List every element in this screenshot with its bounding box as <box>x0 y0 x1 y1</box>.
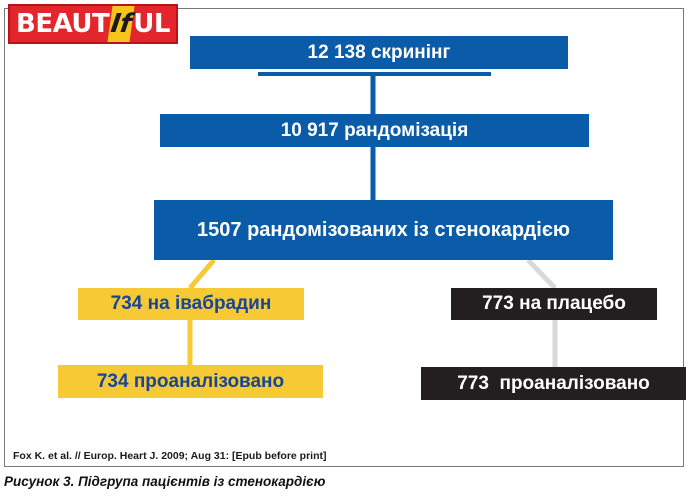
ivabradine-analyzed-box: 734 проаналізовано <box>58 365 323 398</box>
logo-text-end: UL <box>133 9 170 39</box>
placebo-box: 773 на плацебо <box>451 288 657 320</box>
logo-text-start: BEAUT <box>16 9 110 39</box>
source-citation: Fox K. et al. // Europ. Heart J. 2009; A… <box>13 450 327 462</box>
beautiful-logo: BEAUTIfUL <box>8 4 178 44</box>
connector-stenocardia-to-ivabradine <box>188 258 216 290</box>
figure-caption: Рисунок 3. Підгрупа пацієнтів із стенока… <box>4 474 326 489</box>
screening-box: 12 138 скринінг <box>190 36 568 69</box>
stenocardia-randomized-box: 1507 рандомізованих із стенокардією <box>154 200 613 260</box>
ivabradine-box: 734 на івабрадин <box>78 288 304 320</box>
placebo-analyzed-box: 773 проаналізовано <box>421 367 686 400</box>
randomization-box: 10 917 рандомізація <box>160 114 589 147</box>
connector-stenocardia-to-placebo <box>526 258 557 290</box>
